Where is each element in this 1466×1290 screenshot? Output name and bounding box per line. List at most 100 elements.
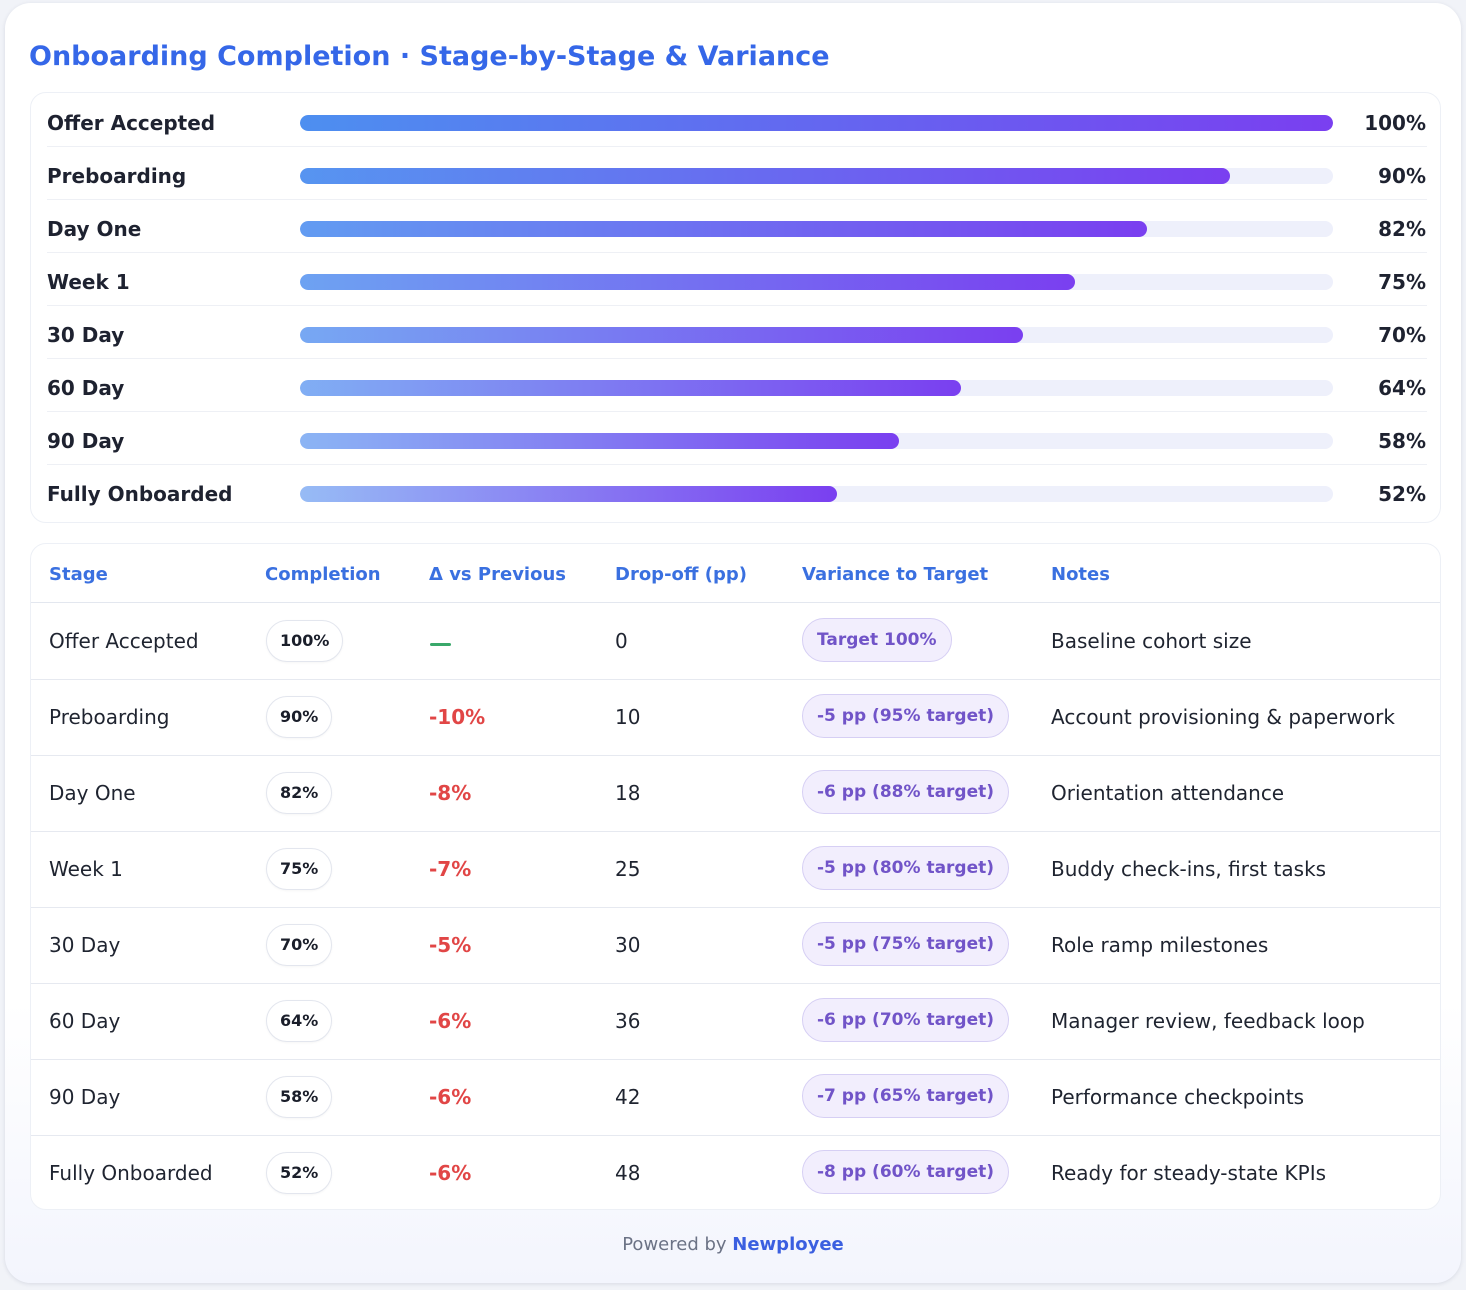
bar-fill[interactable] <box>300 168 1230 184</box>
table-row: Day One 82% -8% 18 -6 pp (88% target) Orienta… <box>31 755 1440 832</box>
cell-notes: Performance checkpoints <box>1051 1085 1305 1109</box>
bar-row: 60 Day 64% <box>47 358 1427 412</box>
bar-label: Preboarding <box>47 164 187 188</box>
bar-fill[interactable] <box>300 221 1147 237</box>
cell-delta: -6% <box>429 1009 472 1033</box>
bar-label: 90 Day <box>47 429 125 453</box>
completion-pill: 70% <box>266 924 333 966</box>
footer-prefix: Powered by <box>622 1234 727 1255</box>
header-dropoff[interactable]: Drop-off (pp) <box>615 564 747 585</box>
cell-dropoff: 42 <box>615 1085 641 1109</box>
table-row: 90 Day 58% -6% 42 -7 pp (65% target) Performa… <box>31 1059 1440 1136</box>
bar-row: Preboarding 90% <box>47 146 1427 200</box>
table-row: Preboarding 90% -10% 10 -5 pp (95% target) Ac… <box>31 679 1440 756</box>
completion-pill: 52% <box>266 1152 333 1194</box>
bar-label: 60 Day <box>47 376 125 400</box>
cell-dropoff: 48 <box>615 1161 641 1185</box>
cell-dropoff: 18 <box>615 781 641 805</box>
bar-value-label: 70% <box>1378 323 1426 347</box>
header-completion[interactable]: Completion <box>265 564 381 585</box>
bar-fill[interactable] <box>300 486 837 502</box>
variance-badge: -6 pp (70% target) <box>802 998 1010 1042</box>
cell-stage: Week 1 <box>49 857 123 881</box>
cell-notes: Buddy check-ins, first tasks <box>1051 857 1327 881</box>
bar-track <box>300 327 1333 343</box>
bar-row: Offer Accepted 100% <box>47 93 1427 147</box>
cell-delta: -6% <box>429 1161 472 1185</box>
cell-notes: Baseline cohort size <box>1051 629 1252 653</box>
variance-badge: -5 pp (95% target) <box>802 694 1010 738</box>
cell-dropoff: 25 <box>615 857 641 881</box>
bar-value-label: 52% <box>1378 482 1426 506</box>
bar-row: 90 Day 58% <box>47 411 1427 465</box>
table-header: Stage Completion Δ vs Previous Drop-off … <box>31 544 1440 603</box>
cell-dropoff: 0 <box>615 629 628 653</box>
cell-stage: Fully Onboarded <box>49 1161 213 1185</box>
bar-fill[interactable] <box>300 380 961 396</box>
page-title: Onboarding Completion · Stage-by-Stage &… <box>29 41 830 72</box>
bar-fill[interactable] <box>300 327 1023 343</box>
bar-value-label: 100% <box>1364 111 1426 135</box>
bar-label: 30 Day <box>47 323 125 347</box>
footer-brand[interactable]: Newployee <box>732 1234 844 1255</box>
bar-fill[interactable] <box>300 433 899 449</box>
bar-row: 30 Day 70% <box>47 305 1427 359</box>
bar-track <box>300 115 1333 131</box>
cell-delta: -8% <box>429 781 472 805</box>
bar-row: Week 1 75% <box>47 252 1427 306</box>
bar-value-label: 75% <box>1378 270 1426 294</box>
cell-stage: Preboarding <box>49 705 170 729</box>
bar-label: Week 1 <box>47 270 130 294</box>
bar-fill[interactable] <box>300 274 1075 290</box>
no-change-dash-icon <box>430 643 451 646</box>
bar-row: Day One 82% <box>47 199 1427 253</box>
bar-label: Offer Accepted <box>47 111 216 135</box>
table-row: Fully Onboarded 52% -6% 48 -8 pp (60% target… <box>31 1135 1440 1209</box>
table-row: Week 1 75% -7% 25 -5 pp (80% target) Buddy ch… <box>31 831 1440 908</box>
header-delta[interactable]: Δ vs Previous <box>429 564 566 585</box>
cell-delta: -5% <box>429 933 472 957</box>
cell-delta: -7% <box>429 857 472 881</box>
completion-pill: 64% <box>266 1000 333 1042</box>
completion-pill: 58% <box>266 1076 333 1118</box>
cell-stage: 30 Day <box>49 933 121 957</box>
bar-label: Fully Onboarded <box>47 482 233 506</box>
bar-value-label: 58% <box>1378 429 1426 453</box>
cell-delta: -6% <box>429 1085 472 1109</box>
bar-row: Fully Onboarded 52% <box>47 464 1427 517</box>
completion-pill: 75% <box>266 848 333 890</box>
completion-pill: 82% <box>266 772 333 814</box>
cell-dropoff: 30 <box>615 933 641 957</box>
stage-variance-table: Stage Completion Δ vs Previous Drop-off … <box>30 543 1441 1210</box>
bar-value-label: 64% <box>1378 376 1426 400</box>
cell-notes: Orientation attendance <box>1051 781 1285 805</box>
footer: Powered by Newployee <box>5 1232 1461 1258</box>
header-stage[interactable]: Stage <box>49 564 108 585</box>
bar-track <box>300 380 1333 396</box>
cell-notes: Account provisioning & paperwork <box>1051 705 1395 729</box>
cell-notes: Ready for steady-state KPIs <box>1051 1161 1327 1185</box>
variance-badge: -6 pp (88% target) <box>802 770 1010 814</box>
variance-badge: Target 100% <box>802 618 952 662</box>
report-card: Onboarding Completion · Stage-by-Stage &… <box>5 3 1461 1283</box>
variance-badge: -5 pp (75% target) <box>802 922 1010 966</box>
cell-stage: Day One <box>49 781 136 805</box>
header-notes[interactable]: Notes <box>1051 564 1110 585</box>
bar-track <box>300 486 1333 502</box>
cell-delta: -10% <box>429 705 486 729</box>
variance-badge: -8 pp (60% target) <box>802 1150 1010 1194</box>
cell-stage: 60 Day <box>49 1009 121 1033</box>
completion-bar-chart: Offer Accepted 100% Preboarding 90% Day One 8… <box>30 92 1441 523</box>
table-row: Offer Accepted 100% 0 Target 100% Baseline c… <box>31 603 1440 680</box>
bar-fill[interactable] <box>300 115 1333 131</box>
bar-track <box>300 433 1333 449</box>
completion-pill: 100% <box>266 620 344 662</box>
variance-badge: -5 pp (80% target) <box>802 846 1010 890</box>
cell-dropoff: 10 <box>615 705 641 729</box>
header-variance[interactable]: Variance to Target <box>802 564 989 585</box>
cell-notes: Manager review, feedback loop <box>1051 1009 1365 1033</box>
cell-notes: Role ramp milestones <box>1051 933 1269 957</box>
table-row: 30 Day 70% -5% 30 -5 pp (75% target) Role ram… <box>31 907 1440 984</box>
bar-track <box>300 168 1333 184</box>
bar-label: Day One <box>47 217 142 241</box>
